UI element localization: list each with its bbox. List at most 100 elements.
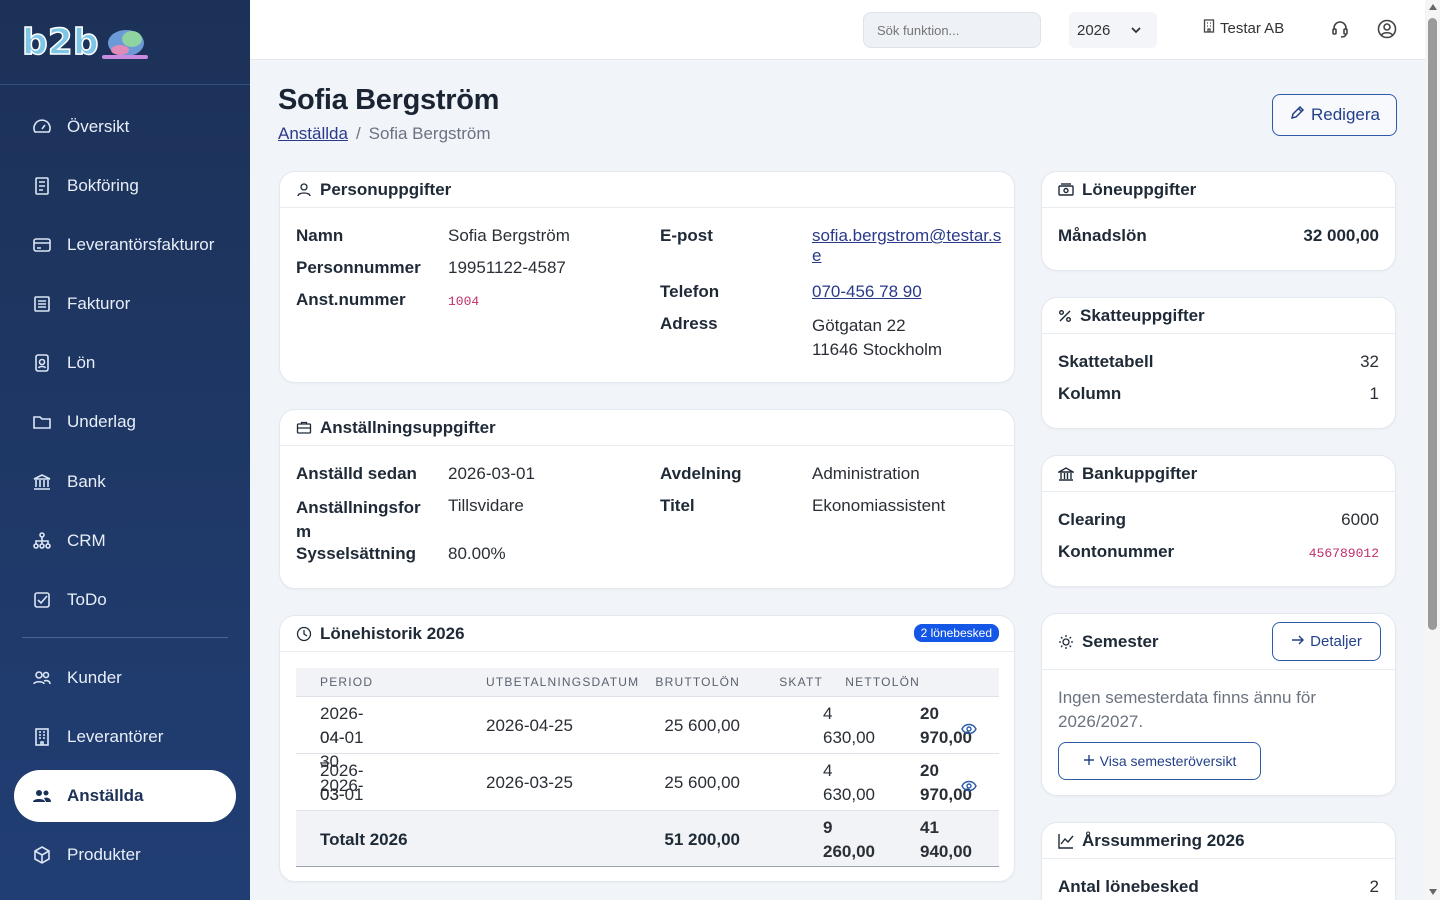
company-name: Testar AB — [1220, 19, 1285, 37]
company-selector[interactable]: Testar AB — [1203, 19, 1284, 37]
sidebar-item-lon[interactable]: Lön — [14, 337, 236, 389]
employment-form-label-line-1: Anställningsfor — [296, 498, 421, 517]
sidebar-item-kunder[interactable]: Kunder — [14, 652, 236, 704]
box-icon — [32, 845, 52, 865]
breadcrumb-current: Sofia Bergström — [368, 124, 491, 143]
percent-icon — [1058, 309, 1072, 323]
monthly-salary-value: 32 000,00 — [1303, 226, 1379, 245]
hierarchy-icon — [32, 531, 52, 551]
sidebar-divider — [22, 637, 228, 638]
tax-card: Skatteuppgifter Skattetabell 32 Kolumn 1 — [1041, 297, 1396, 429]
email-line-2: e — [812, 246, 822, 265]
sidebar-item-leverantorsfakturor[interactable]: Leverantörsfakturor — [14, 219, 236, 271]
total-gross-cell: 51 200,00 — [664, 830, 740, 849]
employee-number-label: Anst.nummer — [296, 290, 406, 309]
clearing-value: 6000 — [1341, 510, 1379, 529]
sidebar-item-oversikt[interactable]: Översikt — [14, 101, 236, 153]
people-icon — [32, 786, 52, 806]
show-vacation-overview-label: Visa semesteröversikt — [1099, 753, 1237, 769]
checkbox-icon — [32, 590, 52, 610]
sidebar-item-label: Kunder — [67, 668, 122, 687]
occupancy-label: Sysselsättning — [296, 544, 416, 563]
sidebar-item-underlag[interactable]: Underlag — [14, 396, 236, 448]
topbar: 2026 Testar AB — [250, 0, 1425, 60]
edit-button[interactable]: Redigera — [1272, 94, 1397, 136]
scroll-down-arrow-icon[interactable] — [1429, 889, 1437, 895]
sidebar-item-leverantorer[interactable]: Leverantörer — [14, 711, 236, 763]
sidebar-item-anstallda[interactable]: Anställda — [14, 770, 236, 822]
vacation-empty-message: Ingen semesterdata finns ännu för 2026/20… — [1058, 688, 1316, 731]
year-select[interactable]: 2026 — [1069, 12, 1157, 48]
tax-column-label: Kolumn — [1058, 384, 1122, 403]
eye-icon[interactable] — [961, 718, 977, 742]
logo[interactable]: b2b — [0, 0, 250, 85]
monthly-salary-label: Månadslön — [1058, 226, 1147, 245]
tax-table-value: 32 — [1360, 352, 1379, 371]
page-title: Sofia Bergström — [278, 84, 500, 116]
year-value: 2026 — [1077, 21, 1111, 39]
gross-cell: 25 600,00 — [664, 716, 740, 735]
sidebar-item-todo[interactable]: ToDo — [14, 574, 236, 626]
plus-icon — [1083, 753, 1095, 769]
account-number-label: Kontonummer — [1058, 542, 1175, 561]
phone-link[interactable]: 070-456 78 90 — [812, 282, 922, 301]
details-button-label: Detaljer — [1310, 633, 1362, 650]
sidebar-item-produkter[interactable]: Produkter — [14, 829, 236, 881]
scrollbar-thumb[interactable] — [1428, 18, 1437, 630]
scroll-up-arrow-icon[interactable] — [1429, 4, 1437, 10]
user-circle-icon[interactable] — [1377, 19, 1397, 44]
employed-since-label: Anställd sedan — [296, 464, 417, 483]
personnummer-value: 19951122-4587 — [448, 258, 566, 277]
show-vacation-overview-button[interactable]: Visa semesteröversikt — [1058, 742, 1261, 780]
email-line-1: sofia.bergstrom@testar.s — [812, 226, 1002, 245]
clock-icon — [296, 626, 312, 642]
salary-history-card: Lönehistorik 2026 2 lönebesked PERIOD UT… — [279, 615, 1015, 882]
search-input[interactable] — [863, 12, 1041, 48]
card-title: Personuppgifter — [320, 179, 452, 199]
building-icon — [32, 727, 52, 747]
job-title-label: Titel — [660, 496, 695, 515]
email-link[interactable]: sofia.bergstrom@testar.s e — [812, 226, 1001, 266]
employed-since-value: 2026-03-01 — [448, 464, 535, 483]
email-label: E-post — [660, 226, 713, 245]
address-label: Adress — [660, 314, 718, 333]
breadcrumb-link-anstallda[interactable]: Anställda — [278, 124, 348, 143]
employment-form-label: Anställningsfor m — [296, 496, 421, 544]
sidebar-item-label: Fakturor — [67, 294, 131, 313]
tax-table-label: Skattetabell — [1058, 352, 1154, 371]
gross-cell: 25 600,00 — [664, 773, 740, 792]
department-value: Administration — [812, 464, 920, 483]
headset-icon[interactable] — [1331, 19, 1349, 44]
sidebar-item-label: Bokföring — [67, 176, 139, 195]
sidebar-item-label: Leverantörsfakturor — [67, 235, 215, 254]
annual-summary-card: Årssummering 2026 Antal lönebesked 2 — [1041, 822, 1396, 900]
details-button[interactable]: Detaljer — [1272, 622, 1381, 661]
sun-icon — [1058, 634, 1074, 650]
folder-icon — [32, 412, 52, 432]
sidebar-item-bank[interactable]: Bank — [14, 456, 236, 508]
column-header-paydate: UTBETALNINGSDATUM — [486, 675, 640, 689]
sidebar-item-crm[interactable]: CRM — [14, 515, 236, 567]
name-label: Namn — [296, 226, 344, 245]
tax-column-value: 1 — [1369, 384, 1379, 403]
bank-icon — [1058, 466, 1074, 482]
card-header: Bankuppgifter — [1042, 456, 1395, 492]
sidebar-item-label: CRM — [67, 531, 106, 550]
bank-icon — [32, 472, 52, 492]
page-scrollbar[interactable] — [1425, 0, 1440, 900]
sidebar-item-fakturor[interactable]: Fakturor — [14, 278, 236, 330]
sidebar-item-bokforing[interactable]: Bokföring — [14, 160, 236, 212]
column-header-tax: SKATT — [779, 675, 823, 689]
briefcase-icon — [296, 420, 312, 436]
phone-label: Telefon — [660, 282, 720, 301]
credit-card-icon — [32, 235, 52, 255]
eye-icon[interactable] — [961, 775, 977, 799]
edit-button-label: Redigera — [1311, 105, 1380, 124]
sidebar-item-label: Bank — [67, 472, 106, 491]
chart-line-icon — [1058, 833, 1074, 849]
bank-card: Bankuppgifter Clearing 6000 Kontonummer … — [1041, 455, 1396, 587]
sidebar: b2b Översikt Bokföring Leverantörsfaktur… — [0, 0, 250, 900]
sidebar-item-label: Översikt — [67, 117, 130, 136]
employee-number-value: 1004 — [448, 294, 480, 309]
money-icon — [1058, 182, 1074, 197]
